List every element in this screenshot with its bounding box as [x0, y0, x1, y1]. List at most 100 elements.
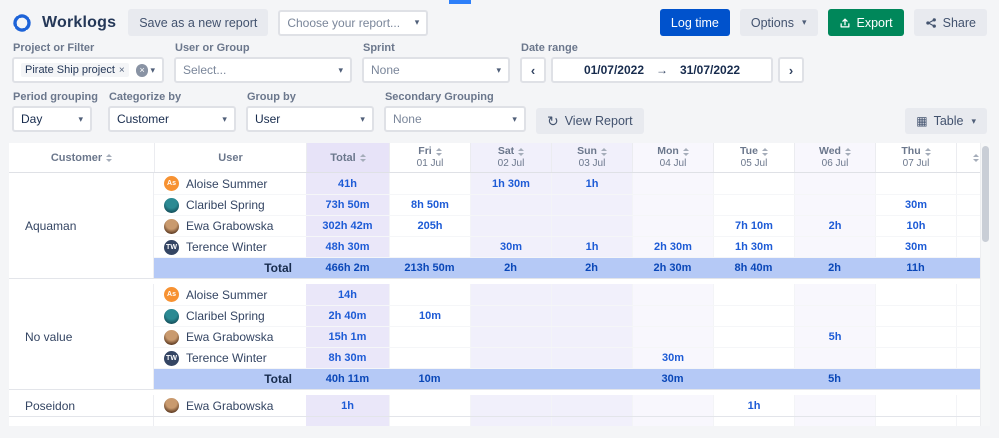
- day-cell: [551, 327, 632, 347]
- categorize-by-value: Customer: [116, 112, 169, 126]
- day-cell[interactable]: 5h: [794, 327, 875, 347]
- chevron-down-icon: ▾: [971, 115, 976, 126]
- day-cell[interactable]: 30m: [875, 237, 956, 257]
- column-header-day[interactable]: Tue 05 Jul: [713, 143, 794, 172]
- column-header-day[interactable]: Wed 06 Jul: [794, 143, 875, 172]
- view-report-label: View Report: [564, 114, 633, 128]
- day-cell: [875, 369, 956, 389]
- day-cell[interactable]: 10h: [875, 216, 956, 236]
- avatar: [164, 398, 179, 413]
- day-cell: [389, 173, 470, 194]
- options-button[interactable]: Options ▾: [739, 9, 818, 36]
- total-cell: 41h: [306, 173, 389, 194]
- column-header-day[interactable]: Fri 01 Jul: [389, 143, 470, 172]
- day-cell: [794, 395, 875, 416]
- user-name: Ewa Grabowska: [186, 219, 274, 233]
- overflow-cell: [956, 395, 990, 416]
- column-header-day[interactable]: Sun 03 Jul: [551, 143, 632, 172]
- period-grouping-select[interactable]: Day ▾: [12, 106, 92, 132]
- total-cell: 8h 30m: [306, 348, 389, 368]
- user-name: Claribel Spring: [186, 198, 265, 212]
- date-range-field[interactable]: 01/07/2022 → 31/07/2022: [551, 57, 773, 83]
- day-cell[interactable]: 2h 30m: [632, 237, 713, 257]
- date-to-value[interactable]: 31/07/2022: [680, 63, 741, 77]
- clear-filter-icon[interactable]: ×: [135, 63, 149, 77]
- table-row: As Aloise Summer 14h: [154, 284, 990, 305]
- table-row: TW Terence Winter 48h 30m 30m 1h 2h 30m 1h 30m…: [154, 236, 990, 257]
- day-cell: [632, 327, 713, 347]
- user-name: Aloise Summer: [186, 176, 268, 191]
- day-cell[interactable]: 30m: [875, 195, 956, 215]
- day-cell[interactable]: 1h: [713, 395, 794, 416]
- day-cell: [713, 348, 794, 368]
- day-cell: [389, 395, 470, 416]
- day-date-label: 06 Jul: [821, 157, 849, 169]
- vertical-scrollbar[interactable]: [980, 143, 990, 426]
- day-cell[interactable]: 1h: [551, 173, 632, 194]
- date-next-button[interactable]: ›: [778, 57, 804, 83]
- column-header-day[interactable]: Thu 07 Jul: [875, 143, 956, 172]
- share-button[interactable]: Share: [913, 9, 987, 36]
- day-cell[interactable]: 1h 30m: [713, 237, 794, 257]
- project-filter-select[interactable]: Pirate Ship project × × ▾: [12, 57, 164, 83]
- column-header-total[interactable]: Total: [306, 143, 389, 172]
- table-row: Claribel Spring 2h 40m 10m: [154, 305, 990, 326]
- export-icon: [839, 17, 851, 29]
- date-prev-button[interactable]: ‹: [520, 57, 546, 83]
- avatar: [164, 197, 179, 213]
- day-cell[interactable]: 30m: [470, 237, 551, 257]
- save-report-button[interactable]: Save as a new report: [128, 9, 269, 36]
- remove-tag-icon[interactable]: ×: [118, 64, 125, 76]
- project-tag[interactable]: Pirate Ship project ×: [21, 63, 129, 77]
- day-cell: [632, 306, 713, 326]
- view-mode-button[interactable]: ▦ Table ▾: [905, 108, 987, 134]
- worklog-table: Customer User Total Fri 01 Jul Sat 02 Jul Sun 03…: [9, 143, 990, 426]
- user-group-placeholder: Select...: [183, 63, 227, 77]
- total-cell: 48h 30m: [306, 237, 389, 257]
- column-header-user[interactable]: User: [154, 143, 306, 172]
- day-cell[interactable]: 7h 10m: [713, 216, 794, 236]
- day-cell[interactable]: 30m: [632, 348, 713, 368]
- day-cell[interactable]: 2h: [794, 216, 875, 236]
- avatar: TW: [164, 350, 179, 366]
- group-gap: [9, 279, 990, 284]
- group-by-select[interactable]: User ▾: [245, 106, 374, 132]
- report-picker[interactable]: Choose your report... ▾: [278, 9, 429, 36]
- group-total-row: Total 40h 11m 10m 30m 5h: [154, 368, 990, 389]
- day-cell: [389, 237, 470, 257]
- day-cell[interactable]: 10m: [389, 306, 470, 326]
- user-name: Aloise Summer: [186, 287, 268, 302]
- day-cell[interactable]: 1h 30m: [470, 173, 551, 194]
- day-cell: [389, 348, 470, 368]
- chevron-down-icon: ▾: [801, 17, 807, 27]
- day-cell: [713, 417, 794, 426]
- day-cell[interactable]: 1h: [551, 237, 632, 257]
- column-header-day[interactable]: Sat 02 Jul: [470, 143, 551, 172]
- categorize-by-group: Categorize by Customer ▾: [107, 91, 236, 132]
- avatar: [164, 308, 179, 324]
- overflow-cell: [956, 173, 990, 194]
- day-cell: [389, 327, 470, 347]
- export-button[interactable]: Export: [827, 9, 904, 36]
- user-name: Terence Winter: [186, 351, 267, 365]
- day-cell: [551, 417, 632, 426]
- log-time-button[interactable]: Log time: [659, 9, 730, 36]
- day-cell: [713, 306, 794, 326]
- options-label: Options: [750, 15, 794, 30]
- chevron-down-icon: ▾: [512, 113, 517, 124]
- column-header-customer[interactable]: Customer: [9, 143, 154, 172]
- table-grid-icon: ▦: [916, 114, 928, 128]
- user-group-select[interactable]: Select... ▾: [174, 57, 352, 83]
- scrollbar-thumb[interactable]: [982, 146, 989, 242]
- categorize-by-select[interactable]: Customer ▾: [107, 106, 236, 132]
- day-cell[interactable]: 205h: [389, 216, 470, 236]
- day-cell: [632, 216, 713, 236]
- sprint-select[interactable]: None ▾: [362, 57, 510, 83]
- avatar: [164, 218, 179, 234]
- date-from-value[interactable]: 01/07/2022: [583, 63, 644, 77]
- column-header-overflow[interactable]: [956, 143, 990, 172]
- secondary-grouping-select[interactable]: None ▾: [383, 106, 526, 132]
- column-header-day[interactable]: Mon 04 Jul: [632, 143, 713, 172]
- day-cell[interactable]: 8h 50m: [389, 195, 470, 215]
- view-report-button[interactable]: ↻ View Report: [535, 108, 644, 134]
